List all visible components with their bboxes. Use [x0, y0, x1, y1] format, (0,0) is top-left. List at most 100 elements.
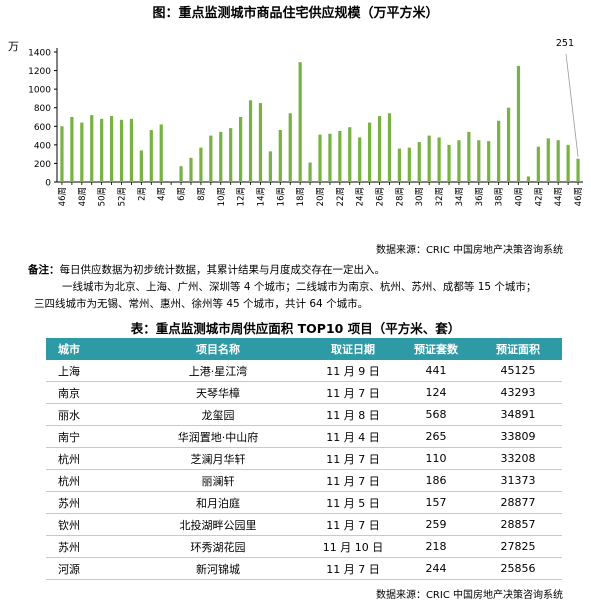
bar	[536, 146, 540, 182]
table-row: 钦州 北投湖畔公园里 11 月 7 日 259 28857	[46, 513, 562, 536]
header-date: 取证日期	[308, 338, 398, 360]
y-tick-label: 1400	[28, 49, 51, 59]
y-tick-label: 400	[34, 141, 51, 151]
note-line-1: 每日供应数据为初步统计数据，其累计结果与月度成交存在一定出入。	[59, 264, 386, 276]
bar	[576, 158, 580, 182]
header-city: 城市	[46, 338, 128, 360]
data-label-last: 251	[556, 38, 574, 49]
header-project: 项目名称	[128, 338, 308, 360]
bar	[268, 151, 272, 182]
bar	[139, 150, 143, 182]
cell-date: 11 月 7 日	[308, 381, 398, 404]
cell-area: 45125	[474, 360, 562, 382]
cell-date: 11 月 5 日	[308, 491, 398, 514]
bar	[219, 131, 223, 182]
x-tick-label: 2周	[137, 187, 147, 201]
y-tick-label: 600	[34, 123, 51, 133]
bar	[119, 119, 124, 182]
x-tick-label: 8周	[197, 187, 207, 201]
bar	[368, 122, 372, 182]
bar	[189, 157, 193, 182]
bar	[447, 144, 451, 182]
x-tick-label: 18周	[296, 187, 306, 206]
cell-project: 和月泊庭	[128, 491, 308, 514]
bar	[338, 130, 342, 182]
x-tick-label: 22周	[336, 187, 346, 206]
y-tick-label: 1200	[28, 67, 51, 77]
cell-project: 芝澜月华轩	[128, 447, 308, 470]
cell-area: 33208	[474, 447, 562, 470]
cell-area: 28857	[474, 513, 562, 536]
bar	[229, 128, 233, 182]
cell-area: 31373	[474, 469, 562, 492]
x-tick-label: 12周	[237, 187, 247, 206]
x-tick-label: 52周	[118, 187, 128, 206]
cell-project: 环秀湖花园	[128, 535, 308, 558]
bar	[457, 140, 461, 182]
bar	[209, 135, 213, 182]
x-tick-label: 24周	[356, 187, 366, 206]
cell-area: 34891	[474, 403, 562, 426]
x-tick-label: 46周	[58, 187, 68, 206]
bar	[159, 124, 163, 182]
bar	[546, 138, 550, 182]
cell-project: 丽澜轩	[128, 469, 308, 492]
x-tick-label: 42周	[534, 187, 544, 206]
cell-units: 568	[398, 403, 474, 426]
cell-city: 苏州	[46, 491, 128, 514]
bar	[506, 107, 511, 182]
x-tick-label: 26周	[376, 187, 386, 206]
bar	[397, 148, 401, 182]
cell-city: 南宁	[46, 425, 128, 448]
cell-units: 244	[398, 557, 474, 580]
bar	[90, 115, 94, 182]
table-row: 丽水 龙玺园 11 月 8 日 568 34891	[46, 403, 562, 426]
y-tick-label: 800	[34, 104, 51, 114]
note-line-3: 三四线城市为无锡、常州、惠州、徐州等 45 个城市，共计 64 个城市。	[34, 298, 369, 310]
cell-city: 河源	[46, 557, 128, 580]
bar	[129, 118, 134, 182]
supply-bar-chart: 万 0 200 400 600 800 1000 1200 1400 46周 48周 50周 52周 2周…	[8, 38, 584, 206]
bar	[377, 116, 382, 182]
bar	[318, 134, 322, 182]
bar	[278, 130, 282, 182]
cell-city: 杭州	[46, 469, 128, 492]
cell-area: 25856	[474, 557, 562, 580]
y-axis-label: 万	[8, 40, 19, 53]
bar	[407, 147, 411, 182]
y-tick-label: 1000	[28, 86, 51, 96]
x-tick-label: 10周	[217, 187, 227, 206]
bar	[60, 126, 64, 182]
cell-project: 龙玺园	[128, 403, 308, 426]
table-row: 苏州 环秀湖花园 11 月 10 日 218 27825	[46, 535, 562, 558]
table-row: 杭州 丽澜轩 11 月 7 日 186 31373	[46, 469, 562, 492]
note-label: 备注：	[28, 264, 60, 276]
cell-date: 11 月 4 日	[308, 425, 398, 448]
bar	[199, 147, 203, 182]
bar	[487, 141, 491, 182]
table-row: 南京 天琴华樟 11 月 7 日 124 43293	[46, 381, 562, 404]
cell-date: 11 月 10 日	[308, 535, 398, 558]
bar	[497, 120, 501, 182]
bar	[308, 162, 312, 182]
cell-date: 11 月 7 日	[308, 469, 398, 492]
bar	[100, 118, 104, 182]
bar	[179, 166, 183, 182]
cell-units: 441	[398, 360, 474, 382]
x-tick-label: 36周	[475, 187, 485, 206]
bar	[70, 117, 74, 182]
bar	[556, 140, 560, 182]
bar	[358, 137, 362, 182]
bar	[526, 176, 531, 182]
x-tick-label: 48周	[78, 187, 88, 206]
x-tick-label: 14周	[256, 187, 266, 206]
cell-area: 33809	[474, 425, 562, 448]
cell-city: 南京	[46, 381, 128, 404]
header-area: 预证面积	[474, 338, 562, 360]
bar	[516, 65, 521, 182]
header-units: 预证套数	[398, 338, 474, 360]
table-row: 上海 上港·星江湾 11 月 9 日 441 45125	[46, 360, 562, 382]
cell-date: 11 月 9 日	[308, 360, 398, 382]
bar	[80, 122, 84, 182]
x-tick-label: 44周	[554, 187, 564, 206]
